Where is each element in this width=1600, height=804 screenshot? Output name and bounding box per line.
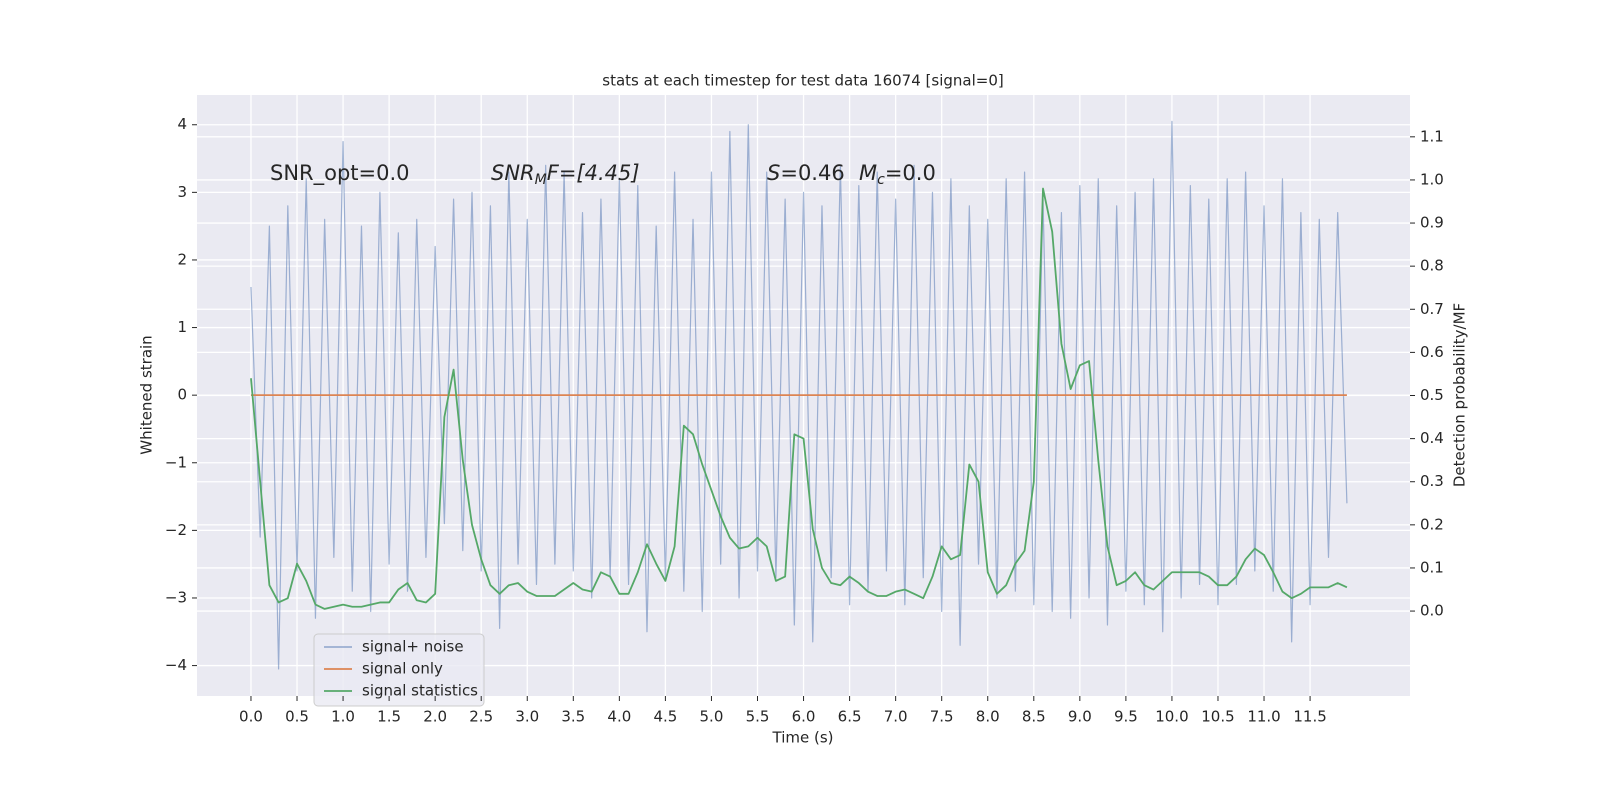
x-tick-label: 3.0: [515, 708, 539, 726]
legend-label: signal only: [362, 660, 443, 678]
annotation-text: S: [767, 161, 780, 185]
y-tick-label: −2: [165, 521, 187, 539]
x-tick-label: 11.5: [1293, 708, 1326, 726]
y-tick-label: −1: [165, 453, 187, 471]
x-tick-label: 8.5: [1022, 708, 1046, 726]
y2-tick-label: 0.1: [1420, 558, 1444, 576]
y-tick-label: 2: [177, 250, 187, 268]
y2-axis-label: Detection probability/MF: [1451, 303, 1469, 487]
legend: signal+ noise signal only signal statistic…: [313, 633, 485, 707]
legend-box: [313, 633, 485, 707]
x-tick-label: 1.0: [331, 708, 355, 726]
y2-tick-label: 0.3: [1420, 472, 1444, 490]
y2-tick-label: 0.8: [1420, 257, 1444, 275]
y-tick-label: 3: [177, 183, 187, 201]
x-tick-label: 10.5: [1201, 708, 1234, 726]
x-tick-label: 0.5: [285, 708, 309, 726]
x-tick-label: 7.5: [930, 708, 954, 726]
series-line: [250, 120, 1348, 670]
y2-tick-label: 0.7: [1420, 300, 1444, 318]
annotation-text: SNR_opt=0.0: [270, 161, 410, 186]
annotation: SNR_opt=0.0: [270, 161, 410, 186]
x-tick-label: 10.0: [1155, 708, 1188, 726]
annotation: Mc=0.0: [859, 161, 936, 188]
y2-tick-label: 0.6: [1420, 343, 1444, 361]
y2-tick-label: 1.1: [1420, 127, 1444, 145]
x-axis-label: Time (s): [772, 729, 834, 747]
annotation: SNRMF=[4.45]: [491, 161, 640, 188]
x-tick-label: 11.0: [1247, 708, 1280, 726]
annotation-text: SNR: [491, 161, 535, 185]
x-tick-label: 1.5: [377, 708, 401, 726]
lines: [250, 120, 1348, 670]
annotation-text: F=[4.45]: [547, 161, 640, 185]
y2-tick-label: 0.0: [1420, 602, 1444, 620]
annotation-subscript: c: [877, 172, 885, 188]
y-tick-label: 1: [177, 318, 187, 336]
x-tick-label: 6.5: [838, 708, 862, 726]
y-tick-label: 0: [177, 386, 187, 404]
y2-tick-label: 0.4: [1420, 429, 1444, 447]
y-tick-label: −4: [165, 656, 187, 674]
x-tick-label: 4.0: [607, 708, 631, 726]
y2-tick-label: 0.5: [1420, 386, 1444, 404]
x-tick-label: 7.0: [884, 708, 908, 726]
annotation: S=0.46: [767, 161, 845, 185]
chart-title: stats at each timestep for test data 160…: [602, 72, 1003, 90]
x-tick-label: 2.0: [423, 708, 447, 726]
y2-tick-label: 0.9: [1420, 214, 1444, 232]
x-tick-label: 9.5: [1114, 708, 1138, 726]
x-tick-label: 0.0: [239, 708, 263, 726]
legend-label: signal statistics: [362, 682, 478, 700]
x-tick-label: 5.0: [700, 708, 724, 726]
x-tick-label: 9.0: [1068, 708, 1092, 726]
legend-label: signal+ noise: [362, 638, 464, 656]
annotation-subscript: M: [535, 172, 547, 188]
x-tick-label: 4.5: [653, 708, 677, 726]
x-tick-label: 3.5: [561, 708, 585, 726]
y-tick-label: −3: [165, 588, 187, 606]
y2-tick-label: 0.2: [1420, 515, 1444, 533]
x-tick-label: 5.5: [746, 708, 770, 726]
annotation-text: =0.46: [780, 161, 844, 185]
y2-tick-label: 1.0: [1420, 170, 1444, 188]
x-tick-label: 6.0: [792, 708, 816, 726]
annotation-text: M: [859, 161, 877, 185]
series-line: [250, 187, 1348, 610]
annotation-text: =0.0: [885, 161, 936, 185]
y-tick-label: 4: [177, 115, 187, 133]
x-tick-label: 8.0: [976, 708, 1000, 726]
x-tick-label: 2.5: [469, 708, 493, 726]
y-axis-label: Whitened strain: [138, 335, 156, 454]
